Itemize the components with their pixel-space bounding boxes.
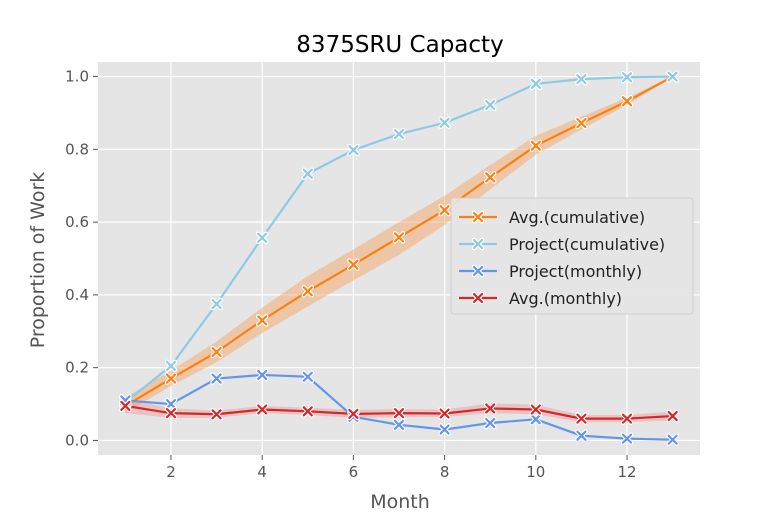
legend-label: Project(cumulative) — [509, 235, 665, 254]
avg-monthly-point — [301, 405, 315, 418]
x-tick-label: 2 — [166, 463, 176, 481]
legend: Avg.(cumulative) Project(cumulative) Proje… — [450, 197, 694, 315]
project-cumulative-point — [210, 297, 223, 311]
avg-monthly-point — [575, 412, 588, 425]
avg-cumulative-point — [347, 258, 360, 271]
legend-item-project-monthly: Project(monthly) — [459, 262, 642, 281]
avg-cumulative-band — [125, 76, 673, 414]
avg-monthly-point — [164, 406, 178, 420]
project-monthly-point — [666, 433, 679, 446]
chart-title: 8375SRU Capacty — [296, 32, 503, 58]
avg-monthly-point — [529, 403, 543, 416]
avg-cumulative-point — [438, 203, 451, 217]
legend-label: Avg.(cumulative) — [509, 208, 645, 227]
project-monthly-point — [620, 432, 634, 445]
y-tick-label: 0.0 — [65, 431, 89, 449]
legend-label: Project(monthly) — [509, 262, 642, 281]
y-tick-label: 1.0 — [65, 68, 89, 86]
avg-monthly-point — [210, 407, 223, 421]
project-monthly-point — [438, 423, 451, 436]
x-tick-label: 4 — [257, 463, 267, 481]
avg-cumulative-point — [483, 171, 497, 184]
project-monthly-point — [255, 368, 269, 382]
legend-box — [450, 197, 694, 315]
project-monthly-point — [529, 413, 543, 426]
y-tick-label: 0.8 — [65, 140, 89, 158]
project-monthly-point — [210, 372, 223, 385]
project-cumulative-point — [438, 116, 451, 130]
project-cumulative-point — [392, 127, 406, 141]
x-tick-label: 10 — [526, 463, 545, 481]
legend-item-avg-cumulative: Avg.(cumulative) — [459, 208, 645, 227]
y-axis-ticks: 0.0 0.2 0.4 0.6 0.8 1.0 — [65, 68, 98, 449]
y-tick-label: 0.6 — [65, 213, 89, 231]
avg-cumulative-point — [529, 139, 543, 152]
project-monthly-point — [483, 416, 497, 430]
project-cumulative-point — [620, 71, 634, 84]
avg-monthly-point — [392, 406, 406, 420]
legend-item-project-cumulative: Project(cumulative) — [459, 235, 665, 254]
project-monthly-point — [301, 370, 315, 384]
project-cumulative-point — [164, 359, 178, 373]
avg-cumulative-point — [164, 372, 178, 385]
legend-label: Avg.(monthly) — [509, 289, 622, 308]
y-tick-label: 0.4 — [65, 286, 89, 304]
project-monthly-point — [575, 429, 588, 442]
avg-monthly-point — [255, 403, 269, 416]
avg-monthly-point — [119, 399, 132, 413]
legend-item-avg-monthly: Avg.(monthly) — [459, 289, 622, 308]
y-axis-label: Proportion of Work — [27, 172, 49, 349]
avg-cumulative-point — [210, 345, 223, 359]
project-cumulative-point — [483, 98, 497, 112]
project-cumulative-point — [347, 143, 360, 157]
x-tick-label: 8 — [440, 463, 450, 481]
grid-lines — [98, 62, 700, 455]
y-tick-label: 0.2 — [65, 359, 89, 377]
project-cumulative-point — [666, 70, 679, 83]
avg-cumulative-point — [392, 231, 406, 244]
project-cumulative-point — [255, 231, 269, 245]
avg-monthly-point — [483, 402, 497, 415]
series-markers — [119, 70, 679, 446]
avg-monthly-point — [347, 407, 360, 421]
x-axis-label: Month — [370, 491, 430, 513]
project-monthly-point — [392, 418, 406, 432]
x-tick-label: 12 — [617, 463, 636, 481]
avg-cumulative-point — [255, 314, 269, 327]
project-cumulative-point — [575, 72, 588, 86]
avg-monthly-point — [620, 412, 634, 425]
avg-monthly-point — [666, 409, 679, 423]
project-cumulative-point — [529, 77, 543, 91]
avg-cumulative-point — [301, 285, 315, 298]
project-monthly-point — [164, 397, 178, 411]
avg-cumulative-point — [620, 95, 634, 108]
avg-monthly-point — [438, 407, 451, 420]
avg-cumulative-point — [575, 116, 588, 130]
x-axis-ticks: 2 4 6 8 10 12 — [166, 455, 637, 481]
x-tick-label: 6 — [349, 463, 359, 481]
project-cumulative-point — [301, 167, 315, 180]
